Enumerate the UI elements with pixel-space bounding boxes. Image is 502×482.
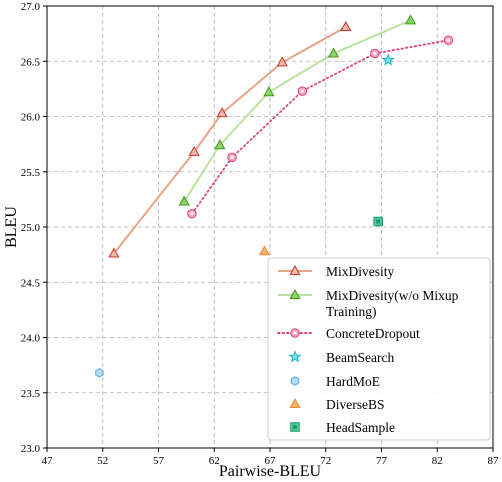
legend-label: MixDivesity xyxy=(326,264,395,279)
y-axis-label: BLEU xyxy=(3,206,20,248)
y-tick-label: 24.5 xyxy=(21,277,41,289)
y-tick-label: 26.0 xyxy=(21,112,41,124)
x-tick-label: 67 xyxy=(265,455,277,467)
ticks: 47 52 57 62 67 72 77 82 87 23.0 23.5 24.0 24.5 25.0 25… xyxy=(21,1,499,467)
legend-label: ConcreteDropout xyxy=(326,326,420,341)
legend-item: MixDivesity xyxy=(278,264,395,279)
legend-marker xyxy=(289,397,301,408)
data-point xyxy=(108,247,120,258)
data-point xyxy=(263,86,275,97)
y-tick-label: 23.0 xyxy=(21,443,41,455)
legend-item: DiverseBS xyxy=(289,397,385,412)
series-0 xyxy=(108,20,352,258)
series-line xyxy=(191,39,450,215)
legend: MixDivesity MixDivesity(w/o MixupTraining… xyxy=(267,257,491,441)
legend-label: BeamSearch xyxy=(326,350,394,365)
series-5 xyxy=(258,245,271,256)
legend-item: BeamSearch xyxy=(288,350,394,365)
x-tick-label: 52 xyxy=(97,455,108,467)
data-point xyxy=(276,56,288,67)
series-4 xyxy=(95,368,104,378)
data-point xyxy=(340,20,352,31)
data-point-center xyxy=(300,89,304,93)
x-tick-label: 47 xyxy=(42,455,54,467)
x-axis-label: Pairwise-BLEU xyxy=(219,463,322,480)
x-tick-label: 62 xyxy=(209,455,220,467)
legend-label: MixDivesity(w/o Mixup xyxy=(326,288,459,303)
legend-label: Training) xyxy=(326,304,377,319)
x-tick-label: 82 xyxy=(432,455,443,467)
x-tick-label: 87 xyxy=(488,455,500,467)
series-2 xyxy=(187,35,454,219)
data-point-center xyxy=(190,212,194,216)
series-layer xyxy=(95,14,454,378)
legend-marker-center xyxy=(293,425,297,429)
data-point xyxy=(178,195,190,206)
legend-label: HeadSample xyxy=(326,420,395,435)
data-point xyxy=(214,139,226,150)
legend-marker xyxy=(290,376,300,386)
series-3 xyxy=(381,53,395,66)
legend-marker xyxy=(289,288,301,299)
y-tick-label: 25.5 xyxy=(21,167,41,179)
y-tick-label: 25.0 xyxy=(21,222,41,234)
legend-item: ConcreteDropout xyxy=(277,326,420,341)
data-point xyxy=(381,53,395,66)
data-point xyxy=(216,107,228,118)
legend-marker xyxy=(288,350,302,363)
series-line xyxy=(183,19,411,203)
data-point-center xyxy=(376,219,381,224)
data-point xyxy=(327,47,340,58)
data-point-center xyxy=(446,38,450,42)
legend-label: DiverseBS xyxy=(326,397,385,412)
x-tick-label: 57 xyxy=(153,455,165,467)
series-1 xyxy=(178,14,417,206)
y-tick-label: 27.0 xyxy=(21,1,41,13)
legend-marker xyxy=(289,264,301,275)
y-tick-label: 24.0 xyxy=(21,333,41,345)
y-tick-label: 26.5 xyxy=(21,56,41,68)
data-point xyxy=(404,14,417,25)
x-tick-label: 77 xyxy=(376,455,388,467)
data-point xyxy=(188,145,200,156)
legend-box xyxy=(267,257,491,441)
data-point-center xyxy=(373,52,377,56)
series-6 xyxy=(373,216,383,227)
legend-item: HeadSample xyxy=(290,420,395,435)
data-point xyxy=(95,368,104,378)
legend-label: HardMoE xyxy=(326,374,380,389)
data-point-center xyxy=(230,155,234,159)
y-tick-label: 23.5 xyxy=(21,388,41,400)
data-point xyxy=(258,245,271,256)
legend-item: HardMoE xyxy=(290,374,380,389)
x-tick-label: 72 xyxy=(320,455,331,467)
legend-marker-center xyxy=(293,331,297,335)
